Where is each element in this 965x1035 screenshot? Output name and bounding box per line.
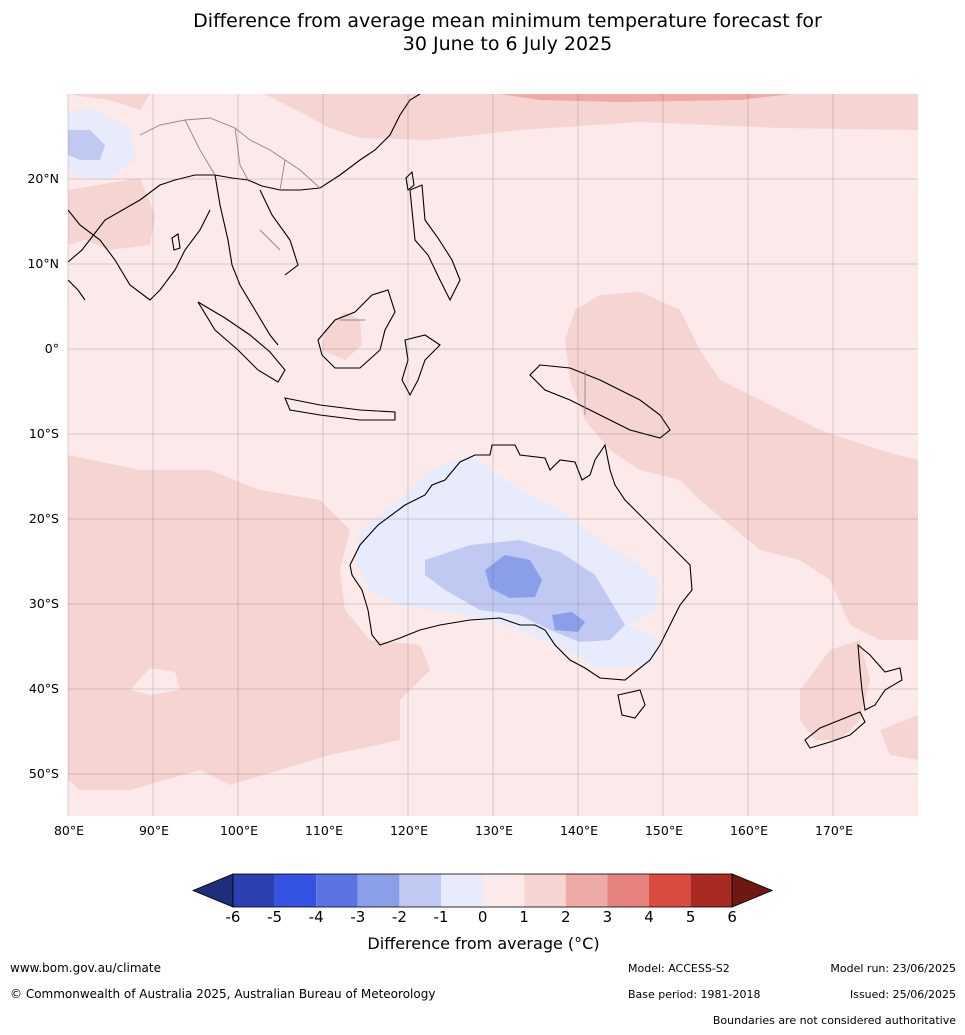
warm-anomaly-indian-ocean	[68, 455, 430, 790]
base-period: Base period: 1981-2018	[628, 988, 761, 1001]
colorbar-swatch	[649, 874, 691, 907]
java-coastline	[284, 397, 396, 421]
sulawesi-coastline	[401, 334, 441, 397]
longitude-labels: 80°E 90°E 100°E 110°E 120°E 130°E 140°E …	[54, 823, 853, 838]
colorbar-swatch	[357, 874, 400, 907]
colorbar-tick-label: -1	[434, 908, 449, 926]
sumatra-coastline	[197, 301, 286, 383]
colorbar-tick-label: 4	[644, 908, 654, 926]
cool-anomaly-australia-core	[485, 555, 542, 598]
lon-label-90e: 90°E	[139, 823, 169, 838]
colorbar-swatch	[399, 874, 441, 907]
latitude-labels: 20°N 10°N 0° 10°S 20°S 30°S 40°S 50°S	[27, 171, 59, 781]
warm-anomaly-southern	[880, 715, 918, 760]
cool-anomaly-arabia-core	[68, 130, 105, 160]
colorbar-swatch	[233, 874, 275, 907]
map-title: Difference from average mean minimum tem…	[0, 10, 965, 56]
lon-label-100e: 100°E	[220, 823, 258, 838]
cool-anomaly-spencer	[552, 612, 585, 632]
lon-label-170e: 170°E	[815, 823, 853, 838]
colorbar-tick-label: 0	[478, 908, 488, 926]
lon-label-80e: 80°E	[54, 823, 84, 838]
warm-anomaly-north-strong	[500, 94, 790, 102]
copyright-text: © Commonwealth of Australia 2025, Austra…	[10, 987, 436, 1001]
lat-label-40s: 40°S	[29, 681, 59, 696]
colorbar-swatch	[565, 874, 608, 907]
warm-anomaly-northwest	[68, 94, 150, 110]
colorbar-tick-label: 1	[519, 908, 529, 926]
lat-label-30s: 30°S	[29, 596, 59, 611]
colorbar-tick-label: 3	[603, 908, 613, 926]
colorbar-label: Difference from average (	[367, 934, 575, 953]
country-borders	[139, 117, 586, 415]
mainland-asia-coastline	[68, 94, 421, 346]
lat-label-0: 0°	[45, 341, 59, 356]
colorbar-tick-label: -6	[226, 908, 241, 926]
colorbar-extend-low	[191, 873, 234, 908]
colorbar-tick-label: 6	[727, 908, 737, 926]
colorbar-tick-label: 2	[561, 908, 571, 926]
lon-label-150e: 150°E	[645, 823, 683, 838]
lon-label-120e: 120°E	[390, 823, 428, 838]
colorbar: -6 -5 -4 -3 -2 -1 0 1 2 3 4 5 6	[191, 873, 774, 926]
model-name: Model: ACCESS-S2	[628, 962, 730, 975]
colorbar-tick-label: -5	[267, 908, 282, 926]
neutral-patch-southwest	[130, 668, 180, 695]
new-zealand-north-coastline	[857, 643, 903, 711]
warm-anomaly-pacific	[565, 292, 918, 640]
philippines-coastline	[409, 184, 461, 302]
colorbar-tick-labels: -6 -5 -4 -3 -2 -1 0 1 2 3 4 5 6	[226, 908, 737, 926]
colorbar-tick-label: 5	[686, 908, 696, 926]
lat-label-20s: 20°S	[29, 511, 59, 526]
warm-anomaly-north	[265, 94, 918, 140]
new-zealand-south-coastline	[804, 711, 866, 749]
boundaries-disclaimer: Boundaries are not considered authoritat…	[712, 1014, 956, 1027]
taiwan-coastline	[405, 170, 415, 192]
india-coastline	[68, 209, 211, 301]
lon-label-160e: 160°E	[730, 823, 768, 838]
colorbar-tick-label: -4	[309, 908, 324, 926]
lon-label-110e: 110°E	[305, 823, 343, 838]
colorbar-title: Difference from average (°C)	[0, 934, 965, 953]
borders	[139, 117, 586, 415]
borneo-coastline	[317, 289, 396, 369]
graticule	[67, 94, 918, 816]
title-line-2: 30 June to 6 July 2025	[402, 33, 613, 55]
issued-date: Issued: 25/06/2025	[849, 988, 956, 1001]
colorbar-swatch	[482, 874, 525, 907]
forecast-map: 20°N 10°N 0° 10°S 20°S 30°S 40°S 50°S 80…	[27, 94, 918, 838]
colorbar-swatch	[441, 874, 483, 907]
lon-label-130e: 130°E	[475, 823, 513, 838]
colorbar-unit: °C)	[574, 934, 600, 953]
colorbar-swatches	[191, 873, 774, 908]
sri-lanka-coastline	[171, 233, 181, 251]
lat-label-50s: 50°S	[29, 766, 59, 781]
colorbar-swatch	[274, 874, 317, 907]
colorbar-swatch	[690, 874, 733, 907]
tasmania-coastline	[617, 689, 646, 719]
lat-label-10n: 10°N	[27, 256, 59, 271]
colorbar-swatch	[524, 874, 566, 907]
australia-coastline	[349, 443, 693, 681]
title-line-1: Difference from average mean minimum tem…	[193, 10, 822, 32]
new-guinea-coastline	[529, 364, 671, 439]
lat-label-20n: 20°N	[27, 171, 59, 186]
lon-label-140e: 140°E	[560, 823, 598, 838]
colorbar-tick-label: -3	[350, 908, 365, 926]
model-run-date: Model run: 23/06/2025	[830, 962, 956, 975]
colorbar-outline	[232, 873, 733, 908]
colorbar-extend-high	[731, 873, 774, 908]
lat-label-10s: 10°S	[29, 426, 59, 441]
website-link[interactable]: www.bom.gov.au/climate	[10, 961, 161, 975]
coastlines	[68, 94, 903, 749]
colorbar-swatch	[607, 874, 649, 907]
colorbar-tick-label: -2	[392, 908, 407, 926]
colorbar-swatch	[316, 874, 358, 907]
